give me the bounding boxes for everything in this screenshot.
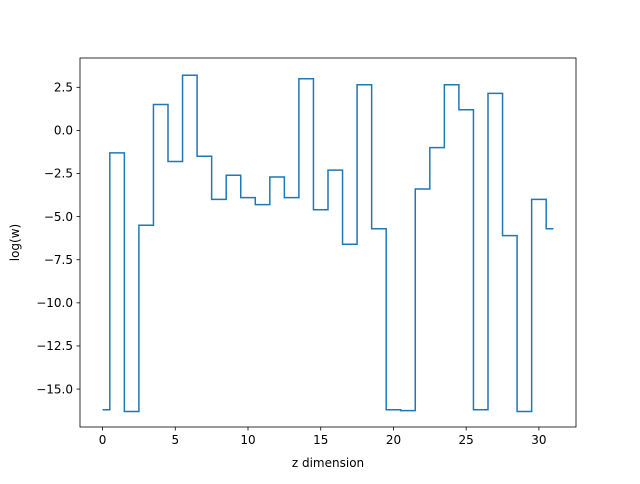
y-tick-label: −15.0	[36, 382, 73, 396]
x-axis-label: z dimension	[292, 456, 364, 470]
y-tick-label: −7.5	[44, 253, 73, 267]
x-tick-label: 5	[171, 433, 179, 447]
series-line-0	[102, 74, 554, 413]
y-tick-label: 2.5	[54, 81, 73, 95]
x-tick-label: 0	[99, 433, 107, 447]
y-axis-label: log(w)	[8, 224, 22, 261]
y-tick-label: −2.5	[44, 167, 73, 181]
plot-layer	[102, 74, 554, 413]
x-tick-label: 10	[240, 433, 255, 447]
x-tick-label: 25	[459, 433, 474, 447]
x-tick-label: 15	[313, 433, 328, 447]
x-tick-label: 30	[531, 433, 546, 447]
y-tick-label: −5.0	[44, 210, 73, 224]
y-tick-label: −12.5	[36, 339, 73, 353]
y-tick-label: 0.0	[54, 124, 73, 138]
axes-layer: 0 5 10 15 20 25 30 2.5 0.0 −2.5 −5.0 −7.5 −10.0 −12.5…	[36, 57, 577, 447]
x-tick-label: 20	[386, 433, 401, 447]
axes-frame	[79, 57, 577, 428]
y-tick-label: −10.0	[36, 296, 73, 310]
